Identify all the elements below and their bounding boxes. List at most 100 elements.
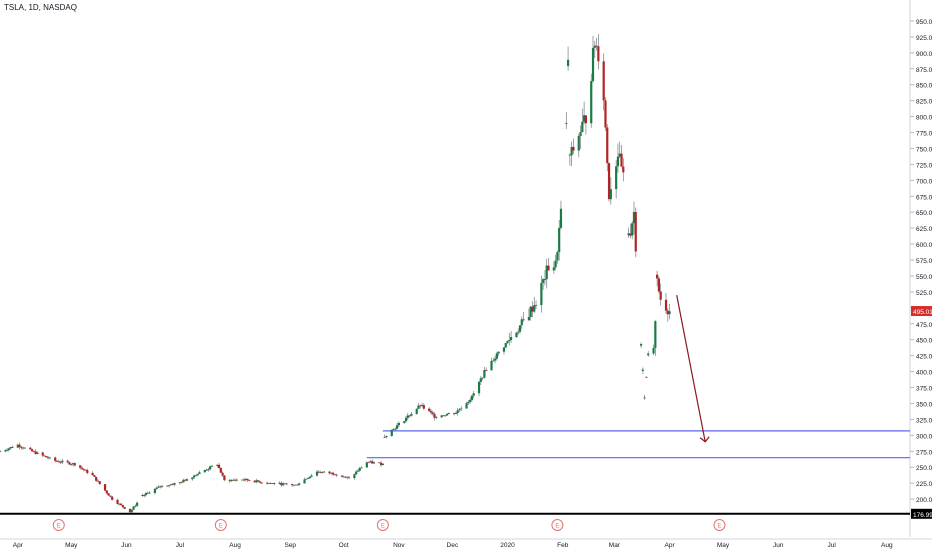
candle-body xyxy=(283,483,287,485)
candle-body xyxy=(257,480,260,482)
candle-body xyxy=(267,483,271,485)
y-tick-label: 600.00 xyxy=(916,242,932,249)
candle-body xyxy=(453,413,456,414)
candle-body xyxy=(130,509,133,513)
y-tick-label: 925.00 xyxy=(916,35,932,42)
candle-body xyxy=(394,428,397,430)
candle-body xyxy=(492,360,495,362)
candle-body xyxy=(347,477,351,479)
candle-body xyxy=(668,311,671,315)
candle-body xyxy=(45,456,48,458)
candle-body xyxy=(522,319,525,321)
candle-body xyxy=(48,457,51,459)
earnings-marker[interactable] xyxy=(376,519,389,531)
candle-body xyxy=(477,381,481,394)
candle-body xyxy=(6,449,9,451)
candle-body xyxy=(442,415,445,417)
candle-body xyxy=(168,485,171,486)
y-tick-label: 850.00 xyxy=(916,83,932,90)
candle-body xyxy=(616,156,620,167)
x-tick-label: Apr xyxy=(13,542,24,549)
candle-body xyxy=(9,447,12,449)
candle-body xyxy=(558,227,561,253)
projection-arrow-head xyxy=(699,436,710,443)
candle-body xyxy=(454,413,457,414)
candle-body xyxy=(148,492,151,494)
candle-body xyxy=(559,208,563,228)
earnings-marker[interactable] xyxy=(52,519,65,531)
x-tick-label: Mar xyxy=(609,542,621,549)
candle-body xyxy=(552,267,555,271)
y-tick-label: 300.00 xyxy=(916,433,932,440)
candle-body xyxy=(415,408,418,414)
candle-body xyxy=(493,358,497,361)
candle-body xyxy=(597,46,600,62)
candle-body xyxy=(7,448,11,450)
projection-arrow[interactable] xyxy=(676,294,706,442)
candle-body xyxy=(233,479,237,481)
last-price-label: 495.01 xyxy=(913,309,932,316)
y-tick-label: 625.00 xyxy=(916,226,932,233)
candle-body xyxy=(216,464,219,466)
candle-body xyxy=(609,189,612,200)
candle-body xyxy=(465,403,468,409)
earnings-marker[interactable] xyxy=(214,519,227,531)
candle-body xyxy=(196,473,199,476)
candle-body xyxy=(404,417,408,422)
candle-body xyxy=(121,505,124,508)
candle-body xyxy=(595,45,598,47)
candle-body xyxy=(420,405,424,407)
candle-body xyxy=(518,325,522,332)
candle-body xyxy=(483,370,486,378)
y-tick-label: 250.00 xyxy=(916,465,932,472)
candle-body xyxy=(95,476,98,481)
candle-body xyxy=(604,100,607,128)
candle-body xyxy=(335,474,338,476)
candle-body xyxy=(217,464,221,468)
candle-body xyxy=(355,471,358,475)
candle-body xyxy=(20,447,23,448)
candle-body xyxy=(495,353,498,359)
candle-body xyxy=(306,478,310,479)
candle-body xyxy=(490,360,493,371)
candle-body xyxy=(659,291,662,300)
candle-body xyxy=(666,310,669,315)
candle-body xyxy=(615,166,618,190)
earnings-marker-label: E xyxy=(57,524,61,530)
earnings-marker-label: E xyxy=(381,524,385,530)
candle-body xyxy=(128,508,132,513)
candle-body xyxy=(331,472,335,475)
candle-body xyxy=(248,480,251,482)
candle-body xyxy=(606,127,609,164)
x-tick-label: May xyxy=(65,542,78,549)
candle-body xyxy=(271,483,274,484)
y-tick-label: 375.00 xyxy=(916,386,932,393)
candle-body xyxy=(242,479,246,481)
candle-body xyxy=(333,474,336,476)
candle-body xyxy=(383,436,386,438)
candle-body xyxy=(470,395,474,400)
earnings-marker[interactable] xyxy=(713,519,726,531)
candle-body xyxy=(410,413,413,416)
y-tick-label: 425.00 xyxy=(916,354,932,361)
candle-body xyxy=(269,483,272,485)
candle-body xyxy=(379,462,383,466)
candle-body xyxy=(531,306,534,312)
candle-body xyxy=(232,479,235,481)
candle-body xyxy=(645,376,648,378)
candle-body xyxy=(397,422,401,426)
candle-body xyxy=(296,484,299,486)
earnings-marker[interactable] xyxy=(551,519,564,531)
candle-body xyxy=(497,351,500,354)
candle-body xyxy=(157,486,160,488)
candle-body xyxy=(417,405,420,409)
candle-body xyxy=(43,455,46,457)
candle-body xyxy=(652,347,655,354)
candle-body xyxy=(184,479,187,481)
candle-body xyxy=(342,476,345,478)
candle-body xyxy=(305,478,308,480)
candle-body xyxy=(540,282,543,306)
candle-body xyxy=(664,299,668,311)
y-tick-label: 325.00 xyxy=(916,417,932,424)
